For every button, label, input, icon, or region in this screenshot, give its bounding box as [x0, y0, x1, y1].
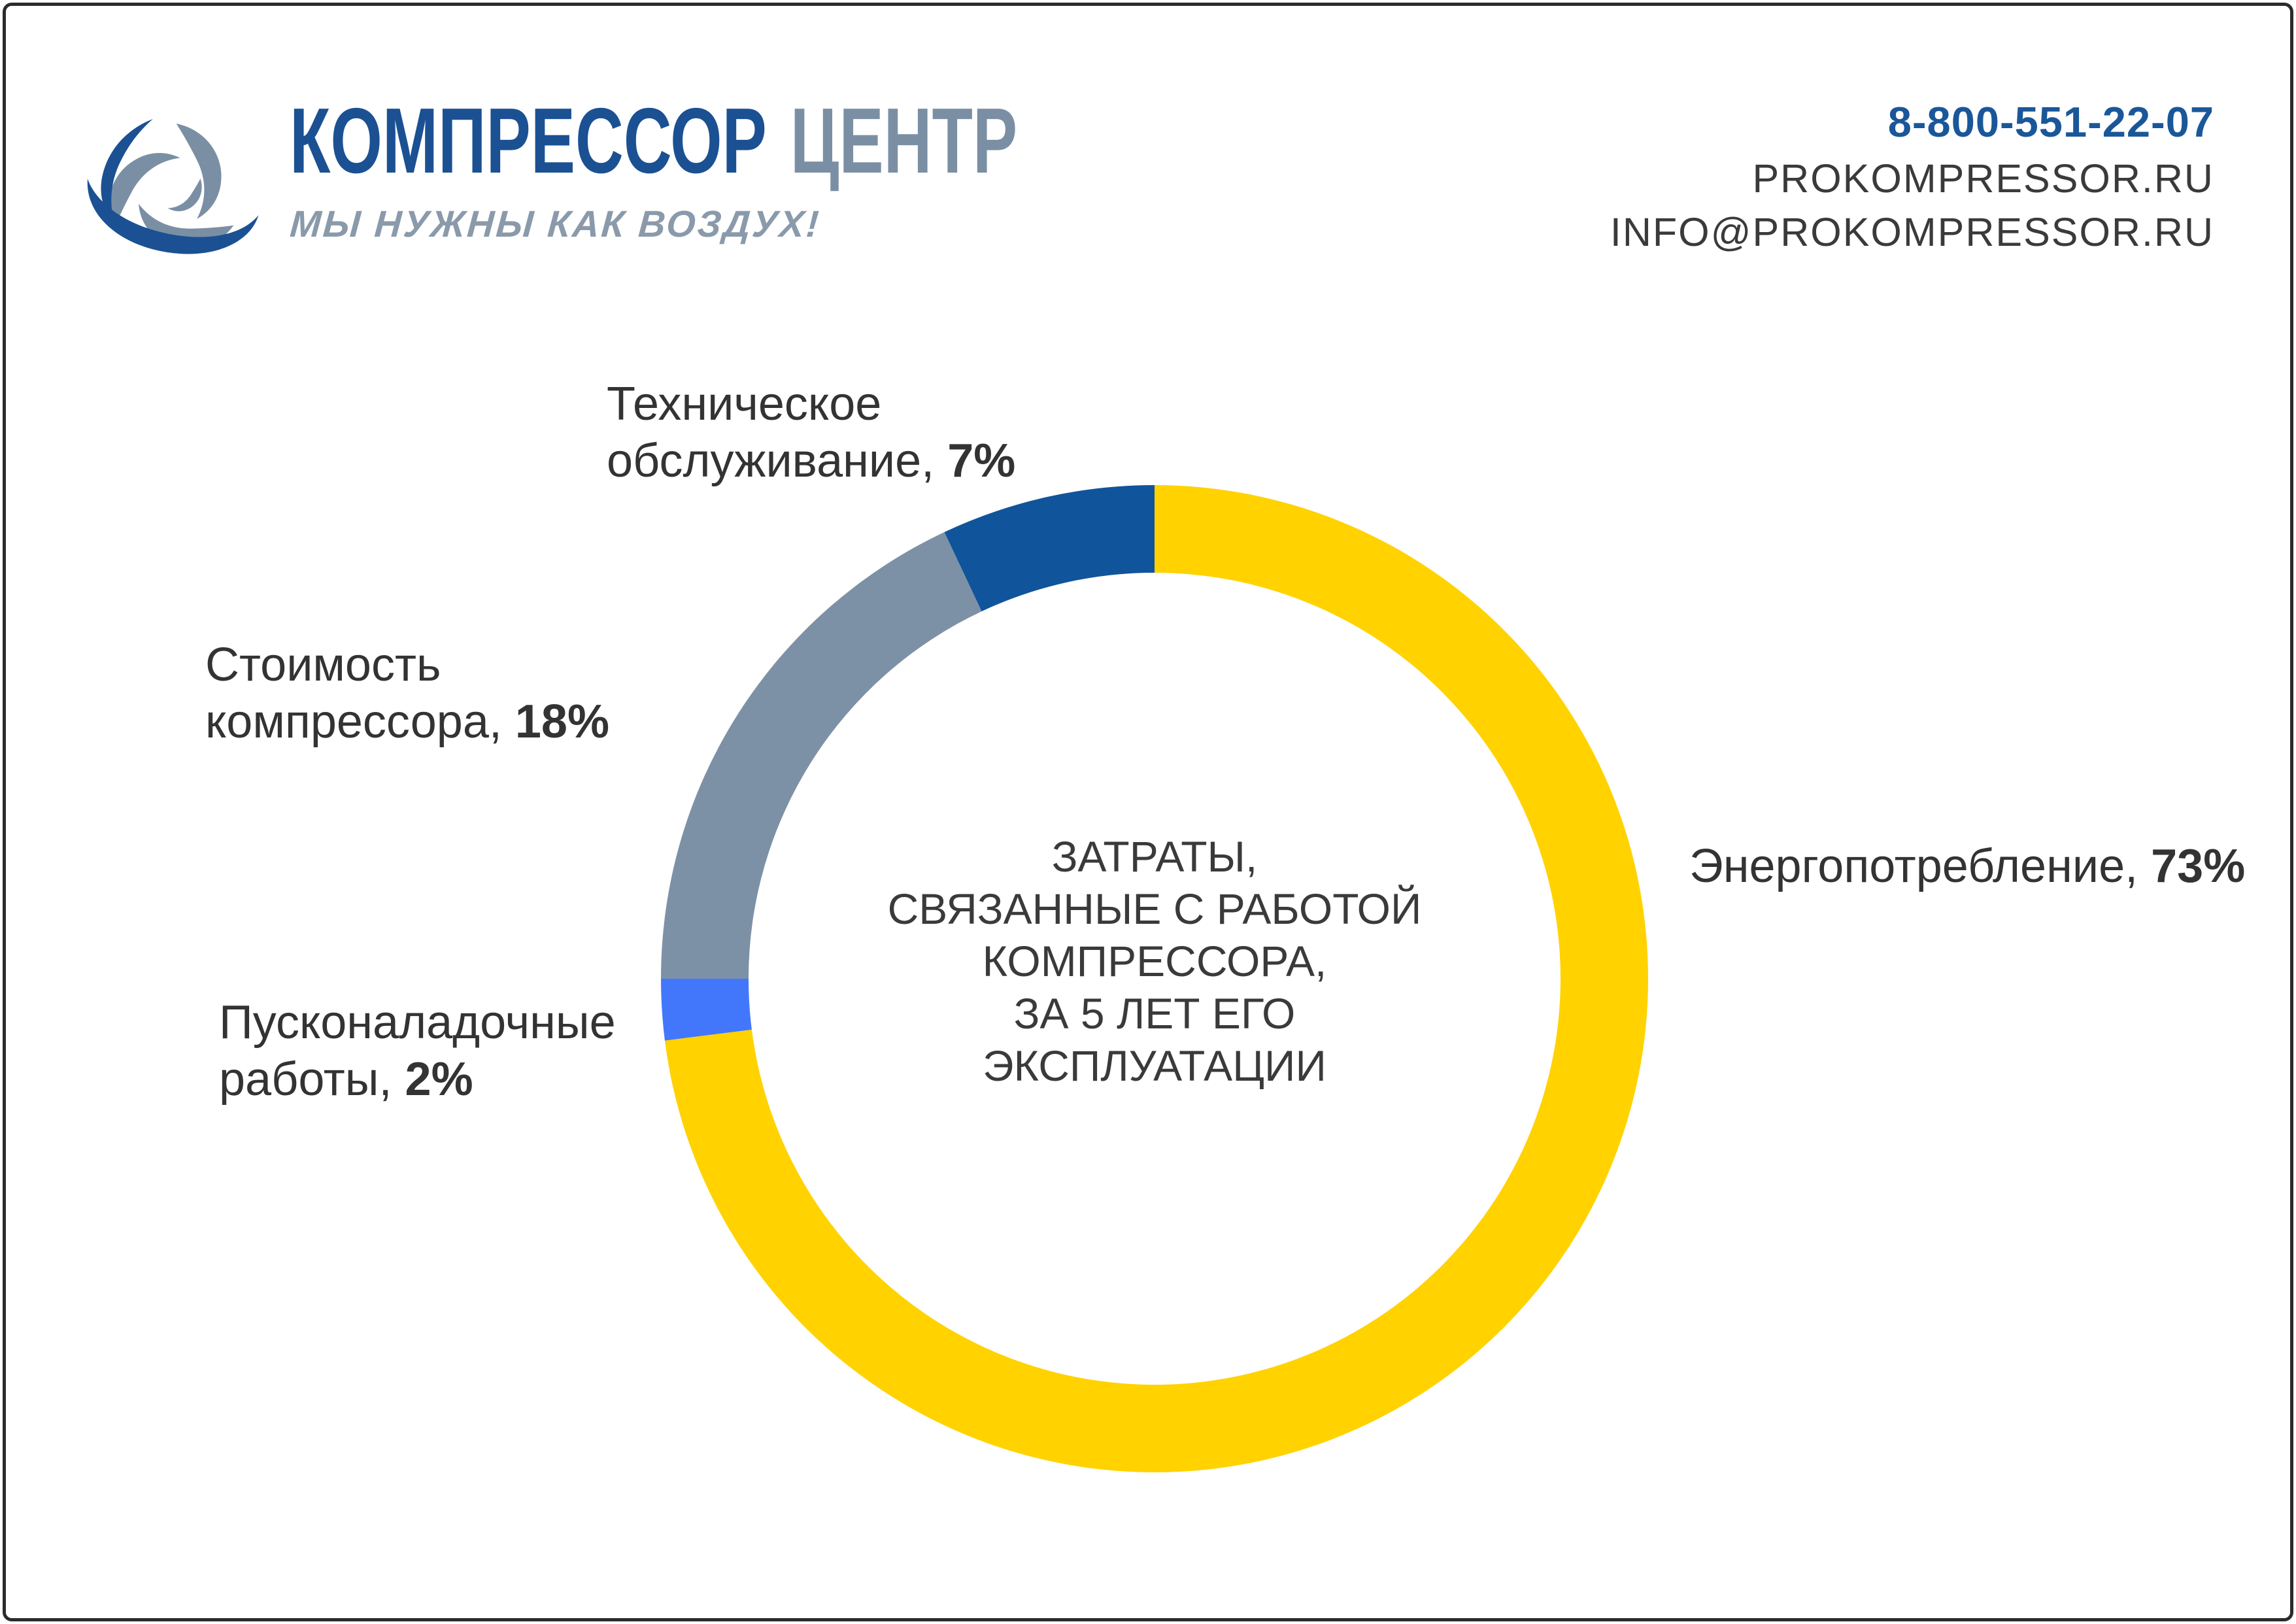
callout-energy: Энергопотребление, 73% [1689, 840, 2246, 892]
brand-name-primary: КОМПРЕССОР [290, 89, 767, 193]
page-border [3, 3, 2293, 1621]
callout-commissioning-value: 2% [405, 1053, 473, 1106]
logo-swirl-icon [87, 119, 259, 267]
contact-email: INFO@PROKOMPRESSOR.RU [1610, 210, 2214, 254]
chart-center-title: ЗАТРАТЫ, СВЯЗАННЫЕ С РАБОТОЙ КОМПРЕССОРА… [857, 830, 1452, 1092]
contact-block: 8-800-551-22-07 PROKOMPRESSOR.RU INFO@PR… [1610, 98, 2214, 255]
callout-compressor-cost-line1: Стоимость [205, 639, 441, 691]
chart-title-line: ЗАТРАТЫ, [1051, 832, 1258, 881]
callout-commissioning-line1: Пусконаладочные [219, 996, 616, 1049]
callout-maintenance-line1: Техническое [607, 378, 882, 430]
donut-chart [661, 485, 1648, 1472]
callout-maintenance-line2: обслуживание, 7% [607, 435, 1016, 487]
brand-tagline: МЫ НУЖНЫ КАК ВОЗДУХ! [288, 203, 822, 245]
contact-phone: 8-800-551-22-07 [1887, 98, 2214, 146]
brand-name-secondary: ЦЕНТР [790, 89, 1018, 193]
callout-maintenance-value: 7% [947, 435, 1016, 487]
contact-website: PROKOMPRESSOR.RU [1752, 156, 2214, 201]
callout-compressor-cost-value: 18% [515, 696, 609, 748]
callout-compressor-cost: Стоимость компрессора, 18% [205, 637, 609, 751]
donut-slice-compressor-cost [661, 532, 982, 979]
callout-compressor-cost-line2: компрессора, 18% [205, 696, 609, 748]
chart-title-line: СВЯЗАННЫЕ С РАБОТОЙ [887, 885, 1422, 933]
brand-name: КОМПРЕССОР ЦЕНТР [290, 95, 1017, 188]
chart-title-line: ЗА 5 ЛЕТ ЕГО [1013, 989, 1296, 1038]
callout-commissioning-line2: работы, 2% [219, 1053, 473, 1106]
callout-commissioning: Пусконаладочные работы, 2% [219, 994, 616, 1108]
callout-maintenance: Техническое обслуживание, 7% [607, 376, 1015, 490]
donut-slice-commissioning [661, 979, 752, 1041]
chart-title-line: КОМПРЕССОРА, [982, 937, 1327, 985]
chart-title-line: ЭКСПЛУАТАЦИИ [983, 1041, 1326, 1090]
callout-energy-value: 73% [2151, 840, 2246, 892]
blue-orbit [87, 119, 259, 254]
donut-slice-maintenance [944, 485, 1155, 612]
